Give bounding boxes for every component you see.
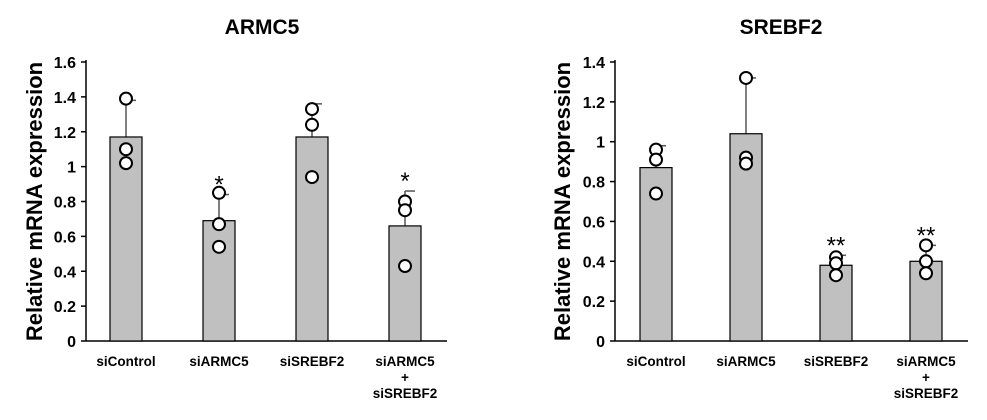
y-tick-label: 1 bbox=[596, 135, 605, 152]
y-tick-label: 1.4 bbox=[583, 55, 605, 72]
x-category-label: siControl bbox=[96, 354, 155, 369]
y-tick-label: 0.8 bbox=[583, 175, 605, 192]
chart-armc5: ARMC5 Relative mRNA expression 0 0.2 0.4 0.6 0… bbox=[22, 16, 447, 401]
chart-title: SREBF2 bbox=[740, 16, 823, 39]
data-point bbox=[119, 142, 133, 157]
y-tick-label: 0.6 bbox=[583, 214, 605, 231]
data-point bbox=[212, 239, 226, 254]
y-tick-label: 0 bbox=[596, 334, 605, 351]
y-tick-label: 1.2 bbox=[583, 95, 605, 112]
x-category-label: siSREBF2 bbox=[373, 386, 438, 401]
bar bbox=[202, 220, 236, 342]
data-point bbox=[919, 254, 933, 269]
x-category-label: siARMC5 bbox=[896, 354, 956, 369]
data-point bbox=[119, 156, 133, 171]
y-axis-label: Relative mRNA expression bbox=[22, 62, 47, 341]
y-tick-label: 0.4 bbox=[54, 264, 76, 281]
x-category-label: siARMC5 bbox=[716, 354, 776, 369]
y-tick-label: 1 bbox=[67, 160, 76, 177]
data-point bbox=[919, 238, 933, 253]
data-point bbox=[212, 185, 226, 200]
bar bbox=[639, 167, 673, 342]
y-tick-label: 0 bbox=[67, 334, 76, 351]
data-point bbox=[649, 152, 663, 167]
x-category-label: siControl bbox=[626, 354, 685, 369]
y-tick-label: 0.4 bbox=[583, 254, 605, 271]
y-tick-label: 0.8 bbox=[54, 195, 76, 212]
x-category-label: + bbox=[401, 370, 409, 385]
x-category-label: siARMC5 bbox=[375, 354, 435, 369]
data-point bbox=[119, 91, 133, 106]
y-tick-label: 0.6 bbox=[54, 229, 76, 246]
y-tick-label: 1.4 bbox=[54, 90, 76, 107]
y-tick-label: 1.6 bbox=[54, 55, 76, 72]
x-category-label: siSREBF2 bbox=[280, 354, 345, 369]
data-point bbox=[305, 117, 319, 132]
significance-marker: ** bbox=[827, 232, 846, 259]
data-point bbox=[829, 268, 843, 283]
significance-marker: ** bbox=[917, 222, 936, 249]
data-point bbox=[739, 70, 753, 85]
data-point bbox=[212, 217, 226, 232]
y-axis-label: Relative mRNA expression bbox=[550, 62, 575, 341]
x-category-label: siSREBF2 bbox=[804, 354, 869, 369]
x-category-label: siSREBF2 bbox=[894, 386, 959, 401]
bar bbox=[295, 136, 329, 342]
data-point bbox=[305, 170, 319, 185]
x-category-label: + bbox=[922, 370, 930, 385]
y-tick-label: 1.2 bbox=[54, 125, 76, 142]
bar bbox=[388, 225, 422, 342]
y-tick-label: 0.2 bbox=[583, 294, 605, 311]
chart-srebf2: SREBF2 Relative mRNA expression 0 0.2 0.4 0.6… bbox=[550, 16, 968, 401]
data-point bbox=[649, 186, 663, 201]
significance-marker: * bbox=[214, 172, 223, 199]
data-point bbox=[398, 203, 412, 218]
significance-marker: * bbox=[400, 168, 409, 195]
chart-title: ARMC5 bbox=[225, 16, 300, 39]
bar bbox=[109, 136, 143, 342]
data-point bbox=[739, 156, 753, 171]
data-point bbox=[305, 102, 319, 117]
data-point bbox=[398, 259, 412, 274]
data-point bbox=[919, 266, 933, 281]
y-tick-label: 0.2 bbox=[54, 299, 76, 316]
x-category-label: siARMC5 bbox=[189, 354, 249, 369]
